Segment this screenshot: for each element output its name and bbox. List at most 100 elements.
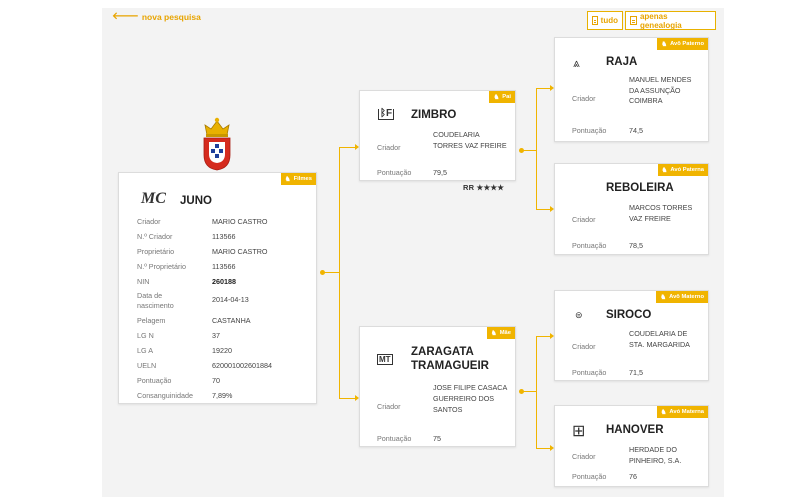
breeder-logo-icon: MT xyxy=(377,354,393,365)
badge-label: Avô Paterno xyxy=(670,41,704,47)
connector-arrow xyxy=(355,144,359,150)
connector-arrow xyxy=(550,206,554,212)
field-key: Consanguinidade xyxy=(137,391,193,400)
field-data-nascimento: Data de nascimento 2014-04-13 xyxy=(137,291,312,316)
connector-line xyxy=(523,391,536,392)
connector-arrow xyxy=(355,395,359,401)
field-key: Proprietário xyxy=(137,247,175,256)
field-key: Criador xyxy=(572,215,596,224)
field-key: Pelagem xyxy=(137,316,166,325)
grandparent-badge: ♞ Avô Paterno xyxy=(657,38,708,50)
field-value: CASTANHA xyxy=(212,316,251,325)
field-value: 74,5 xyxy=(629,126,643,135)
horse-name: RAJA xyxy=(606,56,638,68)
field-value: HERDADE DO PINHEIRO, S.A. xyxy=(629,445,682,465)
field-key: N.º Proprietário xyxy=(137,262,186,271)
genealogia-label: apenas genealogia xyxy=(639,11,682,30)
field-value: 78,5 xyxy=(629,241,643,250)
back-link[interactable]: 🡐 nova pesquisa xyxy=(112,11,201,23)
field-key: Criador xyxy=(572,94,596,103)
horse-icon: ♞ xyxy=(490,330,497,337)
field-lg-n: LG N 37 xyxy=(137,331,312,346)
horse-icon: ♞ xyxy=(661,41,668,48)
horse-icon: ♞ xyxy=(661,167,668,174)
dam-badge: ♞ Mãe xyxy=(486,327,515,339)
breeder-logo-icon: MC xyxy=(141,190,166,207)
subject-card[interactable]: ♞ Filmes MC JUNO Criador MARIO CASTRO N.º … xyxy=(118,172,317,404)
field-value: 37 xyxy=(212,331,220,340)
paternal-grandsire-card[interactable]: ♞ Avô Paterno ⩓ RAJA Criador MANUEL MENDE… xyxy=(554,37,709,142)
connector-line xyxy=(536,448,551,449)
subject-badge: ♞ Filmes xyxy=(280,173,316,185)
field-key: Criador xyxy=(377,143,401,152)
sire-card[interactable]: ♞ Pai ᛒF ZIMBRO Criador COUDELARIA TORRES… xyxy=(359,90,516,181)
grandparent-badge: ♞ Avô Materno xyxy=(656,291,708,303)
field-key: Pontuação xyxy=(572,241,607,250)
field-key: N.º Criador xyxy=(137,232,173,241)
field-value: COUDELARIA DE STA. MARGARIDA xyxy=(629,329,690,349)
rating-stars: RR ★★★★ xyxy=(463,183,505,192)
field-value: MARIO CASTRO xyxy=(212,217,268,226)
horse-icon: ♞ xyxy=(284,176,291,183)
sire-badge: ♞ Pai xyxy=(489,91,515,103)
field-key: UELN xyxy=(137,361,157,370)
field-key: Data de nascimento xyxy=(137,291,174,310)
breeder-logo-icon: ⊞ xyxy=(572,423,586,440)
field-value: MARCOS TORRES VAZ FREIRE xyxy=(629,203,693,223)
paternal-granddam-card[interactable]: ♞ Avó Paterna REBOLEIRA Criador MARCOS TO… xyxy=(554,163,709,255)
breeder-logo-icon: ⩓ xyxy=(573,56,580,70)
field-ueln: UELN 620001002601884 xyxy=(137,361,312,376)
grandparent-badge: ♞ Avó Paterna xyxy=(657,164,708,176)
horse-name: SIROCO xyxy=(606,309,652,321)
field-value: 76 xyxy=(629,472,637,481)
grandparent-badge: ♞ Avó Materna xyxy=(656,406,708,418)
field-criador: Criador MARIO CASTRO xyxy=(137,217,312,232)
field-key: Criador xyxy=(377,402,401,411)
field-value: COUDELARIA TORRES VAZ FREIRE xyxy=(433,130,507,150)
field-value: 79,5 xyxy=(433,168,447,177)
arrow-left-icon: 🡐 xyxy=(112,11,139,22)
tudo-label: tudo xyxy=(600,16,618,25)
field-value: 19220 xyxy=(212,346,232,355)
field-key: Pontuação xyxy=(137,376,172,385)
connector-arrow xyxy=(550,85,554,91)
genealogia-button[interactable]: apenas genealogia xyxy=(625,11,716,30)
maternal-granddam-card[interactable]: ♞ Avó Materna ⊞ HANOVER Criador HERDADE D… xyxy=(554,405,709,487)
field-value: 260188 xyxy=(212,277,236,286)
horse-icon: ♞ xyxy=(493,94,500,101)
field-key: Criador xyxy=(572,342,596,351)
connector-dot xyxy=(320,270,325,275)
horse-name: REBOLEIRA xyxy=(606,182,674,194)
field-value: 2014-04-13 xyxy=(212,295,249,304)
connector-arrow xyxy=(550,333,554,339)
field-value: 75 xyxy=(433,434,441,443)
dam-card[interactable]: ♞ Mãe MT ZARAGATA TRAMAGUEIR Criador JOSE… xyxy=(359,326,516,447)
field-key: Pontuação xyxy=(572,126,607,135)
horse-name: ZARAGATA TRAMAGUEIR xyxy=(411,346,489,372)
maternal-grandsire-card[interactable]: ♞ Avô Materno ⊜ SIROCO Criador COUDELARIA… xyxy=(554,290,709,381)
field-value: 71,5 xyxy=(629,368,643,377)
field-value: 70 xyxy=(212,376,220,385)
tudo-button[interactable]: tudo xyxy=(587,11,623,30)
badge-label: Mãe xyxy=(499,330,511,336)
field-nin: NIN 260188 xyxy=(137,277,312,291)
connector-line xyxy=(324,272,339,273)
field-key: Criador xyxy=(572,452,596,461)
connector-arrow xyxy=(550,445,554,451)
field-value: 620001002601884 xyxy=(212,361,272,370)
field-value: MANUEL MENDES DA ASSUNÇÃO COIMBRA xyxy=(629,75,692,105)
horse-icon: ♞ xyxy=(660,294,667,301)
connector-line xyxy=(536,336,537,449)
badge-label: Pai xyxy=(502,94,511,100)
badge-label: Filmes xyxy=(293,176,312,182)
field-value: MARIO CASTRO xyxy=(212,247,268,256)
badge-label: Avó Paterna xyxy=(670,167,704,173)
field-value: JOSE FILIPE CASACA GUERREIRO DOS SANTOS xyxy=(433,383,507,414)
field-value: 113566 xyxy=(212,262,236,271)
connector-line xyxy=(339,398,356,399)
connector-line xyxy=(536,88,551,89)
subject-fields: Criador MARIO CASTRO N.º Criador 113566 Pr… xyxy=(137,217,312,406)
badge-label: Avó Materna xyxy=(669,409,704,415)
field-value: 113566 xyxy=(212,232,236,241)
field-pontuacao: Pontuação 70 xyxy=(137,376,312,391)
